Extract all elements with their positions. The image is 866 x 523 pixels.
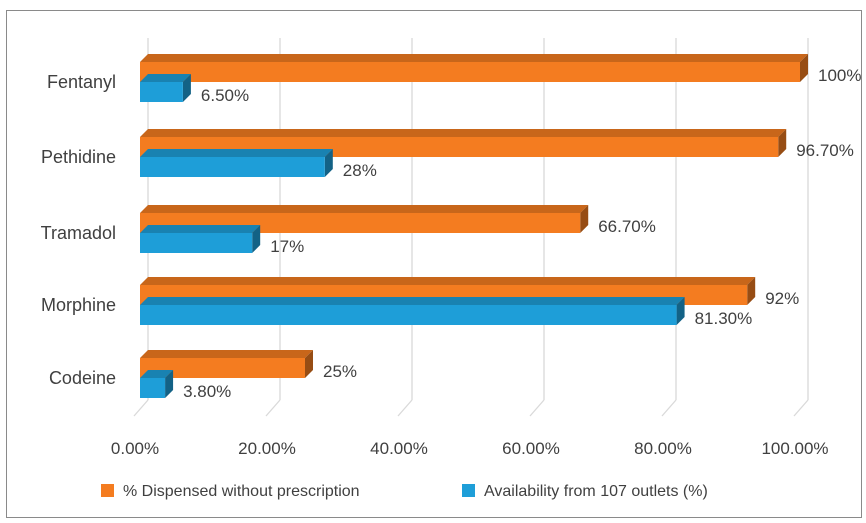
category-label: Morphine (41, 295, 116, 315)
data-label: 92% (765, 289, 799, 308)
bar-availability-side (165, 370, 174, 398)
bar-dispensed (140, 62, 800, 82)
x-tick-label: 20.00% (238, 439, 296, 458)
category-label: Codeine (49, 368, 116, 388)
x-tick-label: 60.00% (502, 439, 560, 458)
bar-availability-top (140, 225, 261, 233)
legend-swatch (101, 484, 114, 497)
bar-availability-top (140, 149, 333, 157)
bar-availability (140, 305, 677, 325)
gridline-floor (397, 399, 413, 417)
gridline-floor (529, 399, 545, 417)
bar-availability-side (676, 297, 685, 325)
x-tick-label: 100.00% (761, 439, 828, 458)
bar-availability-top (140, 74, 191, 82)
bar-dispensed-top (140, 350, 313, 358)
category-label: Pethidine (41, 147, 116, 167)
bar-dispensed-side (747, 277, 756, 305)
gridline-floor (133, 399, 149, 417)
gridline-floor (661, 399, 677, 417)
bar-availability-top (140, 297, 685, 305)
data-label: 96.70% (796, 141, 854, 160)
data-label: 100% (818, 66, 861, 85)
bar-dispensed-top (140, 205, 589, 213)
bar-dispensed-side (778, 129, 787, 157)
bar-dispensed-top (140, 54, 808, 62)
legend-label: % Dispensed without prescription (123, 483, 360, 500)
bar-dispensed-top (140, 129, 787, 137)
bar-availability (140, 233, 253, 253)
gridline-floor (265, 399, 281, 417)
bar-availability-side (252, 225, 261, 253)
bar-dispensed-side (580, 205, 589, 233)
data-label: 25% (323, 362, 357, 381)
bar-dispensed-top (140, 277, 756, 285)
bar-dispensed-side (305, 350, 313, 378)
legend-label: Availability from 107 outlets (%) (484, 483, 708, 500)
legend-swatch (462, 484, 475, 497)
data-label: 3.80% (183, 382, 231, 401)
data-label: 17% (270, 237, 304, 256)
x-tick-label: 80.00% (634, 439, 692, 458)
data-label: 66.70% (598, 217, 656, 236)
category-label: Fentanyl (47, 72, 116, 92)
gridline-floor (793, 399, 809, 417)
bar-dispensed (140, 358, 305, 378)
data-label: 81.30% (695, 309, 753, 328)
bar-availability-top (140, 370, 174, 378)
bar-availability (140, 157, 325, 177)
x-tick-label: 40.00% (370, 439, 428, 458)
data-label: 6.50% (201, 86, 249, 105)
bar-availability-side (182, 74, 191, 102)
data-label: 28% (343, 161, 377, 180)
bar-dispensed-side (800, 54, 808, 82)
bar-availability-side (324, 149, 333, 177)
bar-availability (140, 378, 166, 398)
category-label: Tramadol (41, 223, 116, 243)
x-tick-label: 0.00% (111, 439, 159, 458)
bar-availability (140, 82, 183, 102)
